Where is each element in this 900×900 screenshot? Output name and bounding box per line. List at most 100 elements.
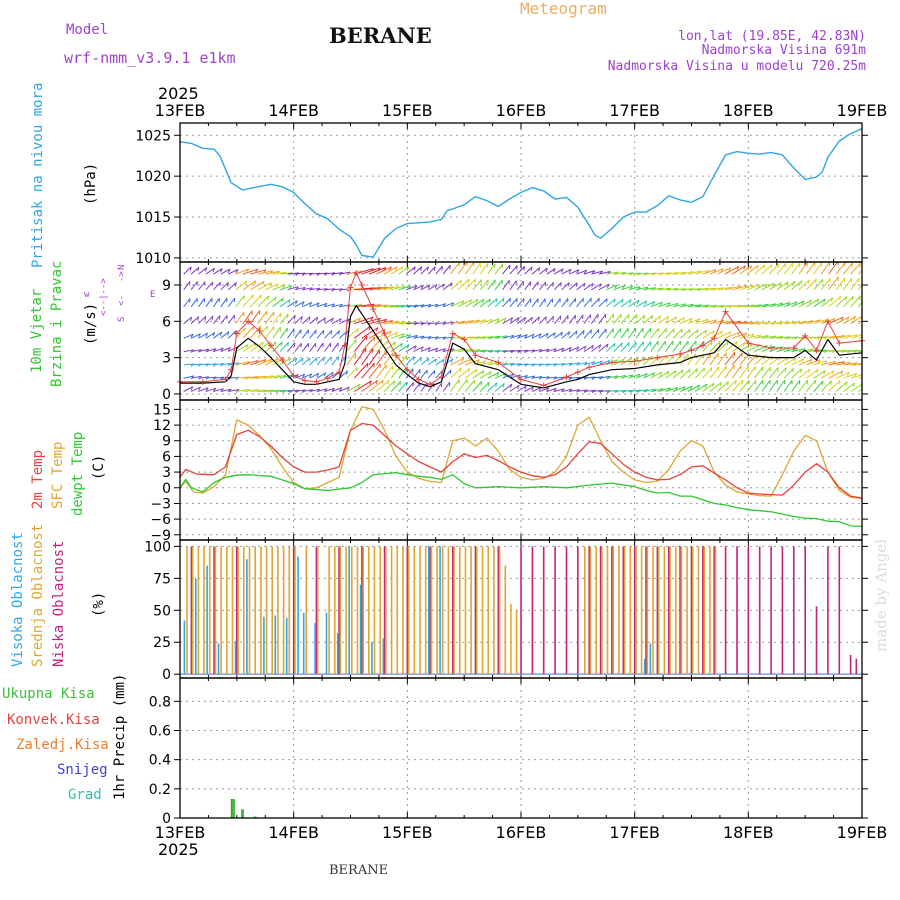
legend-graupel: Grad — [68, 787, 102, 803]
wind-barb — [843, 262, 853, 275]
wind-barb — [316, 302, 328, 308]
wind-barb — [561, 388, 573, 392]
wind-barb — [687, 340, 697, 352]
wind-barb — [791, 336, 806, 339]
wind-barb-head — [560, 331, 563, 337]
wind-barb — [376, 286, 393, 291]
wind-barb — [761, 366, 771, 379]
wind-barb — [650, 301, 663, 308]
wind-barb — [242, 310, 253, 324]
wind-barb — [205, 297, 213, 308]
wind-barb-head — [728, 267, 732, 272]
date-label-bottom: 15FEB — [382, 823, 433, 842]
wind-barb-head — [420, 346, 424, 351]
wind-barb — [665, 316, 677, 325]
wind-barb-head — [442, 283, 445, 288]
wind-barb — [857, 283, 862, 291]
wind-barb — [435, 336, 447, 339]
wind-barb-head — [553, 348, 557, 353]
wind-barb — [606, 390, 619, 392]
wind-barb-head — [793, 357, 797, 362]
wind-barb — [502, 317, 513, 325]
wind-barb — [576, 297, 584, 308]
wind-barb-head — [620, 342, 623, 347]
wind-barb-head — [190, 333, 194, 338]
wind-barb-head — [346, 386, 350, 391]
wind-barb — [524, 363, 535, 366]
wind-barb-head — [597, 329, 600, 334]
station-title: BERANE — [329, 23, 432, 48]
wind-barb-head — [538, 267, 541, 272]
wind-barb — [679, 340, 689, 352]
wind-barb — [376, 320, 393, 325]
wind-barb-head — [324, 303, 328, 307]
wind-barb — [754, 283, 768, 291]
wind-barb-head — [576, 346, 580, 351]
wind-barb — [806, 336, 822, 339]
wind-barb — [316, 342, 324, 352]
wind-barb — [613, 298, 624, 308]
wind-barb-head — [545, 387, 550, 392]
wind-barb-head — [287, 314, 289, 319]
wind-barb — [250, 280, 265, 291]
wind-barb-head — [426, 266, 429, 271]
wind-barb-head — [475, 369, 478, 374]
wind-barb — [420, 382, 428, 392]
wind-barb-head — [637, 373, 641, 378]
wind-barb — [213, 376, 224, 379]
y-tick-label: 1015 — [135, 210, 171, 226]
wind-barb-head — [393, 341, 396, 346]
wind-barb — [191, 363, 202, 366]
wind-barb-head — [667, 302, 671, 307]
wind-barb-head — [205, 332, 209, 337]
wind-barb — [435, 265, 443, 275]
wind-barb-head — [644, 300, 648, 305]
wind-barb — [279, 327, 288, 339]
wind-barb — [494, 317, 507, 325]
wind-barb — [717, 381, 729, 392]
wind-barb — [709, 366, 720, 379]
pressure-axis-label: Pritisak na nivou mora — [30, 83, 46, 268]
wind-barb-head — [227, 347, 231, 352]
wind-barb — [198, 315, 207, 325]
wind-barb-head — [666, 316, 670, 321]
wind-barb — [287, 314, 296, 325]
wind-panel: 0 3 6 9 — [162, 262, 868, 403]
wind-barb — [427, 266, 436, 275]
wind-barb — [464, 262, 475, 275]
wind-barb — [791, 300, 805, 308]
wind-barb-head — [301, 373, 306, 378]
wind-barb — [680, 385, 693, 392]
wind-barb — [191, 375, 202, 379]
wind-barb — [835, 371, 850, 379]
wind-barb — [212, 297, 220, 308]
wind-barb — [598, 375, 611, 379]
wind-barb — [524, 375, 535, 379]
y-tick-label: 0 — [162, 811, 171, 827]
wind-barb — [783, 380, 793, 392]
wind-barb — [613, 313, 622, 325]
wind-barb — [539, 348, 550, 353]
wind-barb — [272, 297, 284, 308]
wind-barb — [702, 367, 713, 379]
wind-barb — [576, 361, 588, 366]
wind-barb — [472, 262, 481, 275]
wind-barb — [687, 288, 702, 291]
wind-barb — [813, 319, 828, 325]
wind-barb — [265, 358, 279, 366]
wind-barb — [658, 287, 671, 291]
wind-barb — [546, 387, 557, 392]
wind-barb-head — [629, 299, 632, 304]
wind-barb — [569, 389, 580, 392]
wind-barb — [331, 387, 343, 392]
wind-barb — [650, 272, 664, 275]
wind-barb-head — [413, 345, 417, 350]
wind-barb — [843, 382, 856, 392]
wind-barb — [265, 389, 280, 392]
y-tick-label: 12 — [153, 418, 171, 434]
wind-barb-head — [441, 266, 443, 271]
wind-barb — [561, 268, 572, 275]
wind-barb — [665, 288, 679, 291]
wind-barb — [502, 279, 510, 291]
